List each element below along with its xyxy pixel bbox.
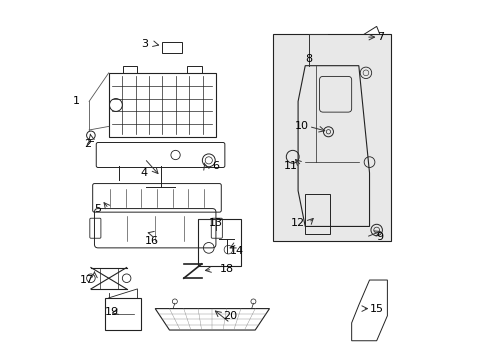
Text: 4: 4	[141, 168, 148, 178]
Bar	[105, 298, 141, 330]
Text: 15: 15	[369, 303, 383, 314]
Text: 8: 8	[305, 54, 312, 64]
Text: 17: 17	[80, 275, 94, 285]
Bar	[162, 42, 182, 53]
Text: 1: 1	[73, 96, 80, 107]
Text: 6: 6	[212, 161, 219, 171]
Bar	[123, 66, 137, 73]
Text: 14: 14	[230, 247, 244, 256]
Bar	[198, 219, 241, 266]
Text: 16: 16	[144, 236, 158, 246]
Text: 10: 10	[294, 121, 308, 131]
Text: 20: 20	[223, 311, 237, 321]
Text: 11: 11	[284, 161, 297, 171]
Text: 9: 9	[376, 232, 383, 242]
Text: 13: 13	[208, 218, 223, 228]
Text: 2: 2	[83, 139, 91, 149]
Text: 7: 7	[376, 32, 383, 42]
Text: 19: 19	[105, 307, 119, 317]
Bar	[187, 66, 201, 73]
Text: 12: 12	[290, 218, 305, 228]
Bar	[272, 33, 390, 241]
Text: 5: 5	[94, 203, 102, 213]
Text: 3: 3	[141, 39, 148, 49]
Text: 18: 18	[219, 264, 233, 274]
Bar	[108, 73, 216, 137]
